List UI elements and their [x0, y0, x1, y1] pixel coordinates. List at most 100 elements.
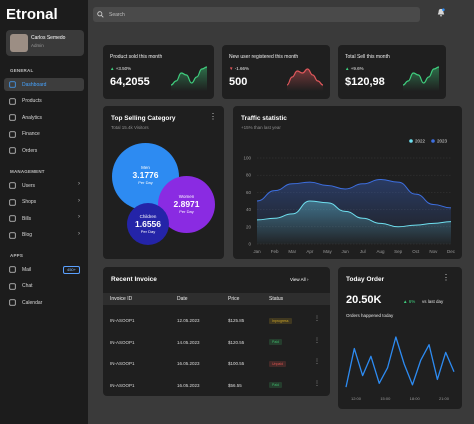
legend-marker — [409, 139, 413, 143]
sidebar-item-label: Products — [22, 98, 42, 104]
chevron-right-icon: › — [78, 214, 80, 220]
view-all-link[interactable]: View All › — [290, 277, 308, 282]
invoice-title: Recent Invoice — [111, 276, 157, 283]
legend-label: 2023 — [437, 139, 448, 144]
y-tick-label: 100 — [243, 156, 251, 161]
sparkline — [402, 66, 440, 91]
cell-price: $56.55 — [228, 382, 242, 388]
sidebar-item-products[interactable]: Products — [4, 95, 84, 108]
table-row[interactable]: IN-ASOOP1 14.05.2023 $120.55 Paid ⋮ — [103, 337, 330, 351]
y-tick-label: 60 — [246, 190, 252, 195]
user-profile[interactable]: Carlos Semedo Admin — [6, 30, 84, 56]
sidebar-item-bills[interactable]: Bills › — [4, 212, 84, 225]
cell-id: IN-ASOOP1 — [110, 339, 135, 345]
today-more-icon[interactable]: ⋮ — [442, 273, 450, 282]
stat-value: 64,2055 — [110, 76, 150, 88]
x-tick-label: May — [323, 249, 332, 254]
y-tick-label: 80 — [246, 173, 252, 178]
column-header: Price — [228, 296, 240, 302]
x-tick-label: Aug — [376, 249, 385, 254]
stat-card: Product sold this month ▲ +3.50% 64,2055 — [103, 45, 214, 99]
row-more-icon[interactable]: ⋮ — [314, 337, 320, 344]
table-row[interactable]: IN-ASOOP1 16.05.2023 $56.55 Paid ⋮ — [103, 380, 330, 394]
sparkline — [170, 66, 208, 91]
today-pct-value: 6% — [408, 299, 416, 304]
x-tick-label: Mar — [288, 249, 296, 254]
today-line — [345, 336, 455, 388]
sidebar-item-analytics[interactable]: Analytics — [4, 111, 84, 124]
x-tick-label: 21:00 — [439, 396, 450, 401]
today-chart: 12:00 15:00 18:00 21:00 — [345, 336, 455, 401]
sidebar-item-label: Users — [22, 182, 36, 189]
chevron-right-icon: › — [306, 277, 309, 282]
stat-change-value: +3.50% — [115, 66, 132, 71]
x-tick-label: 12:00 — [351, 396, 362, 401]
search-icon — [97, 11, 104, 18]
traffic-chart: 0 20 40 60 80 100 Jan Feb Mar Apr May Jun Jul Aug Sep O… — [243, 139, 455, 254]
app-logo: Etronal — [6, 6, 58, 23]
arrow-up-icon: ▲ — [345, 66, 351, 71]
sidebar-item-mail[interactable]: Mail 450+ — [4, 263, 84, 276]
stat-card: New user registered this month ▼ -1.66% 50… — [222, 45, 330, 99]
stat-title: Product sold this month — [110, 54, 163, 60]
row-more-icon[interactable]: ⋮ — [314, 359, 320, 365]
sidebar-item-label: Finance — [22, 131, 40, 137]
arrow-up-icon: ▲ — [110, 66, 116, 71]
today-caption: Orders happened today — [346, 313, 394, 318]
series-area-2022 — [257, 201, 451, 244]
sidebar-item-finance[interactable]: Finance — [4, 128, 84, 141]
bubble-children-value: 1.6556 — [135, 219, 161, 229]
sidebar-item-dashboard[interactable]: Dashboard — [4, 78, 84, 91]
cart-icon — [9, 147, 16, 154]
sidebar-item-label: Analytics — [22, 114, 43, 121]
bubble-men: Men 3.1776 Per Day — [112, 143, 179, 210]
bubble-children-sub: Per Day — [140, 229, 156, 234]
sidebar-item-label: Chat — [22, 283, 33, 289]
category-subtitle: Total 15.4k Visitors — [111, 125, 149, 130]
invoice-header-row — [103, 293, 330, 305]
shop-icon — [9, 198, 16, 206]
stat-title: Total Sell this month — [345, 54, 390, 60]
today-value: 20.50K — [346, 294, 382, 306]
sidebar-item-blog[interactable]: Blog › — [4, 229, 84, 242]
sidebar: Etronal Carlos Semedo Admin GENERAL MANA… — [0, 0, 88, 424]
sidebar-item-calendar[interactable]: Calendar — [4, 296, 84, 309]
bell-icon[interactable] — [437, 8, 445, 17]
sidebar-item-label: Orders — [22, 147, 38, 154]
cell-date: 12.05.2023 — [177, 318, 200, 323]
category-title: Top Selling Category — [111, 115, 176, 122]
bubble-men-value: 3.1776 — [132, 170, 159, 180]
stat-change: ▲ +9.6% — [345, 66, 364, 71]
mail-icon — [9, 266, 16, 273]
row-more-icon[interactable]: ⋮ — [314, 380, 320, 387]
cell-id: IN-ASOOP1 — [110, 382, 135, 388]
x-tick-label: Oct — [412, 249, 420, 254]
more-icon[interactable]: ⋮ — [209, 112, 217, 121]
traffic-subtitle: +15% than last year — [241, 125, 281, 130]
status-badge: Unpaid — [269, 360, 287, 367]
bubble-children: Children 1.6556 Per Day — [127, 203, 169, 245]
users-icon — [9, 182, 16, 189]
invoice-card: Recent Invoice View All › Invoice ID Date… — [103, 267, 330, 396]
sidebar-item-users[interactable]: Users › — [4, 179, 84, 192]
box-icon — [9, 97, 16, 105]
search-input[interactable]: Search — [109, 11, 125, 18]
bubble-men-sub: Per Day — [138, 180, 153, 185]
series-line-2022 — [256, 200, 452, 228]
cell-price: $120.55 — [228, 339, 245, 345]
today-order-card: Today Order ⋮ 20.50K ▲ 6% vs last day Or… — [338, 267, 462, 409]
x-tick-label: Feb — [271, 249, 279, 254]
cell-date: 14.05.2023 — [177, 339, 200, 345]
stat-value: $120,98 — [345, 76, 385, 88]
sidebar-item-shops[interactable]: Shops › — [4, 196, 84, 209]
table-row[interactable]: IN-ASOOP1 12.05.2023 $125.85 Inprogress ⋮ — [103, 315, 330, 329]
row-more-icon[interactable]: ⋮ — [314, 316, 320, 322]
sidebar-item-chat[interactable]: Chat — [4, 280, 84, 293]
column-header: Invoice ID — [110, 296, 133, 302]
search-bar[interactable]: Search — [93, 7, 420, 22]
today-pct: ▲ 6% — [403, 299, 416, 304]
bubble-men-label: Men — [141, 165, 150, 170]
bubble-children-label: Children — [139, 214, 157, 219]
table-row[interactable]: IN-ASOOP1 16.05.2023 $100.55 Unpaid ⋮ — [103, 358, 330, 372]
sidebar-item-orders[interactable]: Orders — [4, 144, 84, 157]
